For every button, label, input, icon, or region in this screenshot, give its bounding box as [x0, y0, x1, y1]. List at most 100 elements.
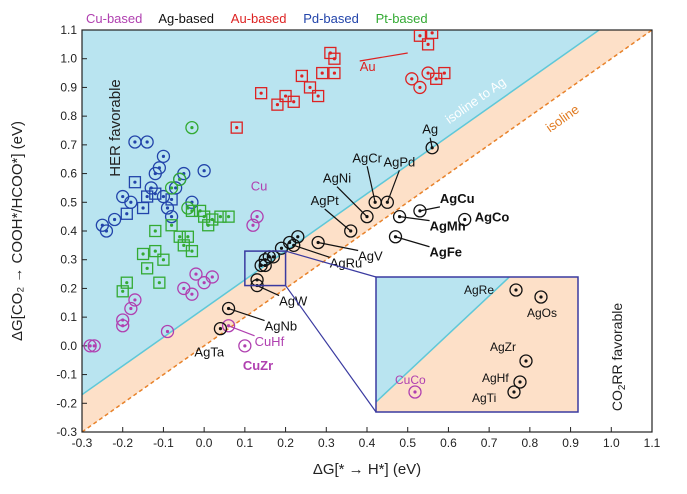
marker-dot — [251, 223, 255, 227]
pt-basedpoint — [173, 230, 186, 243]
point-label: AgCu — [440, 191, 475, 206]
marker-dot — [169, 215, 174, 219]
cu-basedpoint — [116, 313, 130, 327]
square-marker — [120, 207, 133, 220]
marker-dot — [518, 380, 522, 384]
marker-dot — [125, 212, 129, 216]
inset-point — [519, 354, 533, 368]
marker-dot — [153, 192, 157, 196]
square-marker — [149, 244, 162, 258]
her-favorable-label: HER favorable — [107, 79, 124, 177]
marker-dot — [145, 194, 149, 199]
x-tick-label: 0.1 — [237, 436, 254, 450]
marker-dot — [157, 281, 161, 285]
leader-line — [399, 216, 430, 222]
au-basedpoint — [316, 66, 329, 80]
pt-basedpoint — [153, 276, 166, 289]
point-label: AgMn — [430, 219, 466, 234]
square-marker — [197, 210, 211, 223]
pt-basedpoint — [140, 262, 154, 275]
square-marker — [149, 187, 162, 200]
circle-marker — [160, 201, 175, 215]
isoline-line — [82, 30, 652, 432]
legend-entry: Au-based — [231, 11, 287, 26]
circle-marker — [250, 209, 264, 224]
circle-marker — [360, 209, 374, 224]
x-tick-label: 0.2 — [277, 436, 294, 450]
square-marker — [153, 276, 166, 289]
pt-basedpoint — [222, 210, 235, 223]
marker-dot — [210, 217, 214, 222]
pd-basedpoint — [156, 149, 171, 163]
inset-point — [534, 290, 548, 304]
square-marker — [165, 219, 178, 232]
marker-dot — [226, 215, 231, 219]
x-tick-label: 1.0 — [603, 436, 620, 450]
point-label: CuZr — [243, 358, 273, 373]
leader-line — [318, 241, 359, 252]
y-tick-label: 0.9 — [60, 80, 77, 94]
pt-basedpoint — [214, 210, 227, 223]
legend-entry: Ag-based — [158, 11, 214, 26]
au-basedpoint — [254, 87, 268, 100]
circle-marker — [344, 224, 358, 238]
marker-dot — [255, 278, 259, 282]
marker-dot — [145, 140, 149, 144]
cu-basedpoint — [185, 287, 199, 301]
marker-dot — [169, 186, 174, 190]
marker-dot — [104, 229, 109, 233]
marker-dot — [218, 215, 223, 219]
point-label: Ag — [422, 122, 438, 137]
circle-marker — [164, 209, 179, 224]
marker-dot — [161, 154, 166, 158]
marker-dot — [169, 223, 174, 227]
square-marker — [140, 262, 154, 275]
marker-dot — [332, 57, 337, 61]
au-basedpoint — [311, 89, 325, 103]
marker-dot — [121, 194, 125, 199]
circle-marker — [128, 293, 142, 307]
circle-marker — [156, 149, 171, 163]
square-marker — [173, 230, 186, 243]
square-marker — [157, 253, 170, 266]
marker-dot — [442, 71, 446, 75]
marker-dot — [514, 288, 518, 292]
marker-dot — [186, 235, 190, 239]
marker-dot — [178, 177, 182, 181]
pd-basedpoint — [197, 164, 211, 178]
marker-dot — [320, 71, 324, 75]
circle-marker — [534, 290, 548, 304]
marker-dot — [524, 359, 528, 363]
y-tick-label: 0.6 — [60, 167, 77, 181]
circle-marker — [160, 324, 175, 339]
y-tick-label: 0.2 — [60, 281, 77, 295]
circle-marker — [425, 141, 439, 155]
x-tick-label: 0.8 — [522, 436, 539, 450]
leader-line — [419, 206, 441, 212]
pt-basedpoint — [157, 253, 170, 266]
marker-dot — [157, 166, 161, 170]
point-label: AgPd — [383, 154, 415, 169]
marker-dot — [418, 85, 422, 90]
inset-point — [513, 375, 527, 389]
leader-line — [359, 52, 408, 62]
circle-marker — [221, 301, 236, 316]
circle-marker — [185, 120, 199, 135]
circle-marker — [152, 161, 167, 175]
marker-dot — [243, 344, 247, 348]
marker-dot — [279, 246, 284, 250]
marker-dot — [463, 217, 467, 222]
pt-basedpoint — [164, 181, 179, 195]
pd-basedpoint — [128, 176, 142, 189]
marker-dot — [202, 169, 206, 173]
pt-basedpoint — [149, 244, 162, 258]
pt-basedpoint — [136, 247, 150, 261]
y-tick-label: 0.4 — [60, 224, 77, 238]
au-basedpoint — [287, 95, 300, 108]
inset-point-label: AgOs — [527, 306, 557, 320]
au-basedpoint — [413, 30, 427, 42]
leader-line — [366, 166, 376, 203]
circle-marker — [124, 301, 138, 316]
pd-basedpoint — [160, 201, 175, 215]
cu-basedpoint — [246, 218, 260, 232]
